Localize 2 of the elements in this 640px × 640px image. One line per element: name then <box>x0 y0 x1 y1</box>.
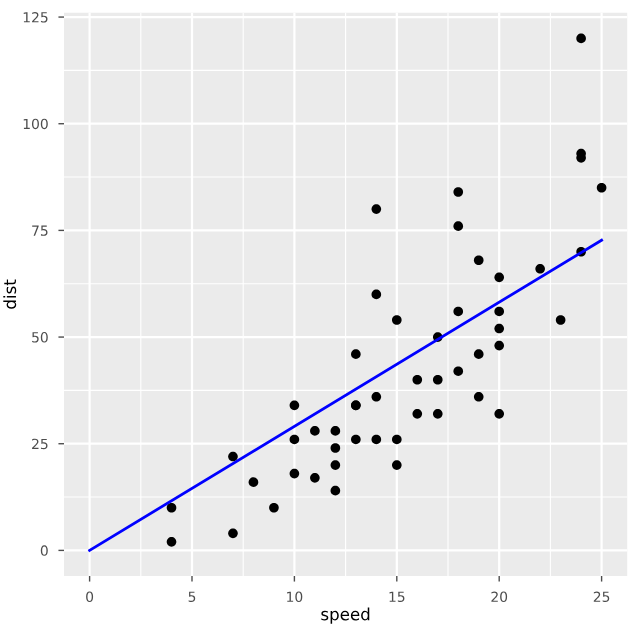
x-axis-title: speed <box>321 607 370 624</box>
y-axis-title: dist <box>3 279 17 309</box>
